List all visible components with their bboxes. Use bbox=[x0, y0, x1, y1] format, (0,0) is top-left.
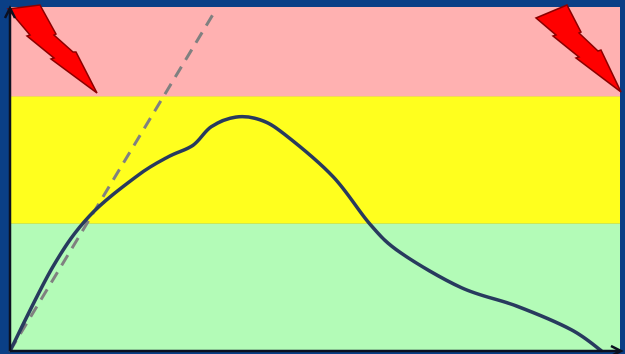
lightning-bolt-icon-left bbox=[6, 4, 98, 94]
zone-bands bbox=[10, 7, 620, 351]
hazard-icons bbox=[6, 4, 622, 94]
curves bbox=[8, 11, 604, 353]
tangent-line bbox=[8, 11, 216, 352]
response-curve bbox=[8, 114, 604, 353]
axes bbox=[3, 5, 624, 354]
lightning-bolt-icon-right bbox=[534, 4, 622, 93]
zone-danger bbox=[10, 7, 620, 97]
zone-safe bbox=[10, 223, 620, 351]
y-axis-arrowhead bbox=[3, 5, 17, 19]
x-axis-arrowhead bbox=[610, 344, 624, 354]
